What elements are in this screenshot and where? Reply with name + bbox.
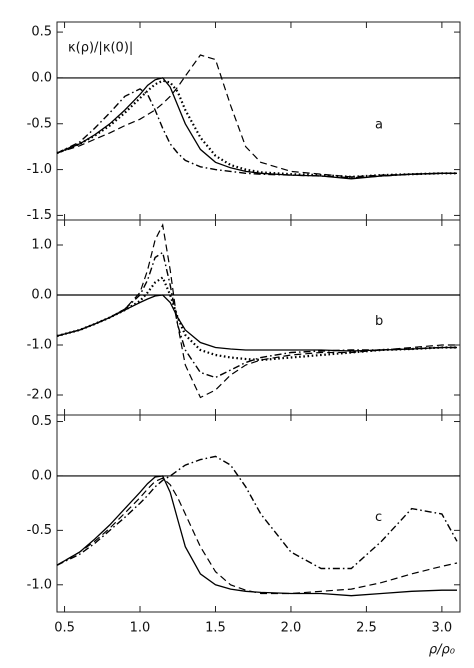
curve xyxy=(56,475,457,597)
curve xyxy=(56,88,457,179)
curve xyxy=(56,77,457,180)
y-axis-label: κ(ρ)/|κ(0)| xyxy=(68,41,133,56)
panel-label: b xyxy=(375,314,383,329)
y-tick-label: -1.0 xyxy=(27,162,52,177)
curve xyxy=(56,275,457,362)
panel-label: c xyxy=(375,510,382,525)
x-tick-label: 0.5 xyxy=(54,621,75,636)
panel-frame xyxy=(56,414,461,613)
y-tick-label: 0.0 xyxy=(31,468,52,483)
curve xyxy=(56,79,457,179)
y-tick-label: 0.0 xyxy=(31,288,52,303)
y-tick-label: 0.5 xyxy=(31,25,52,40)
x-tick-label: 2.5 xyxy=(356,621,377,636)
panel-frame xyxy=(56,219,461,416)
y-tick-label: -1.0 xyxy=(27,338,52,353)
panel-label: a xyxy=(375,117,383,132)
curve xyxy=(56,223,457,399)
x-tick-label: 3.0 xyxy=(432,621,453,636)
curve xyxy=(56,54,457,178)
x-tick-label: 1.5 xyxy=(205,621,226,636)
curve xyxy=(56,455,458,570)
x-axis-label: ρ/ρ₀ xyxy=(429,643,456,658)
y-tick-label: -1.0 xyxy=(27,577,52,592)
y-tick-label: -0.5 xyxy=(27,523,52,538)
y-tick-label: 0.0 xyxy=(31,70,52,85)
curve xyxy=(56,294,457,352)
y-tick-label: -0.5 xyxy=(27,116,52,131)
y-tick-label: -1.5 xyxy=(27,208,52,223)
y-tick-label: -2.0 xyxy=(27,388,52,403)
x-tick-label: 1.0 xyxy=(130,621,151,636)
y-tick-label: 0.5 xyxy=(31,414,52,429)
x-tick-label: 2.0 xyxy=(281,621,302,636)
curve xyxy=(56,477,458,595)
y-tick-label: 1.0 xyxy=(31,238,52,253)
